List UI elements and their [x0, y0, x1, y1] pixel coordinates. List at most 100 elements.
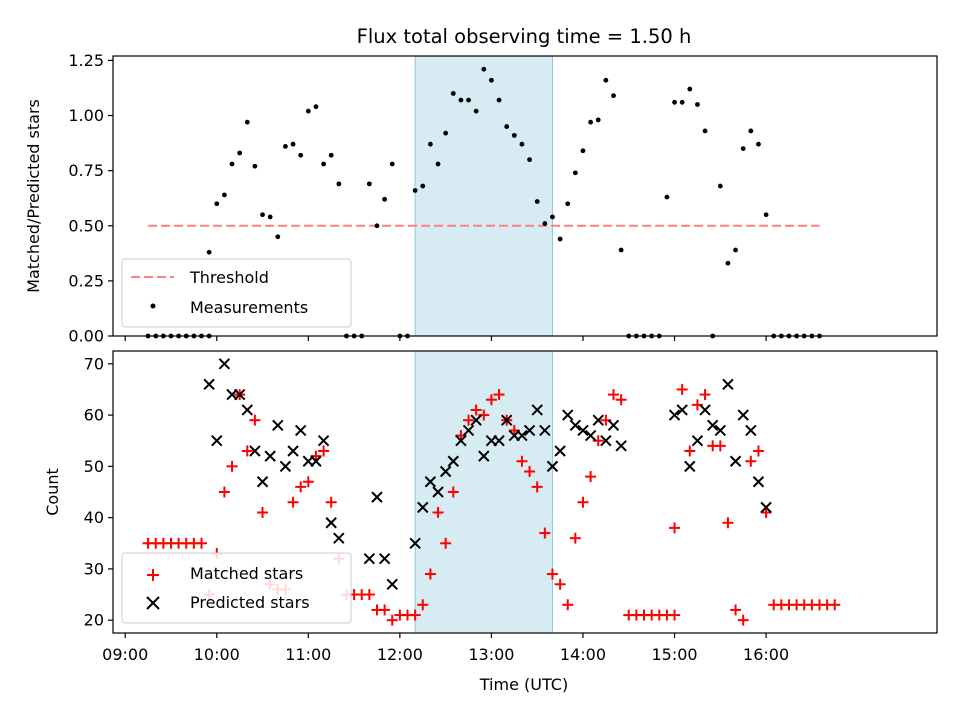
predicted-star-point [607, 419, 620, 432]
predicted-star-point [203, 378, 215, 391]
matched-star-point [379, 604, 391, 616]
measurement-point [298, 152, 304, 158]
bottom-y-axis-label: Count [43, 468, 62, 516]
measurement-point [702, 128, 708, 134]
matched-star-point [257, 507, 269, 519]
predicted-star-point [478, 450, 490, 462]
matched-star-point [196, 537, 208, 549]
predicted-star-point [424, 476, 437, 488]
matched-star-point [562, 599, 574, 611]
predicted-star-point [699, 404, 711, 416]
predicted-stars-points [203, 358, 772, 590]
measurement-point [450, 91, 456, 96]
predicted-star-point [470, 414, 482, 426]
matched-star-point [241, 445, 253, 457]
x-tick-label: 14:00 [560, 645, 606, 664]
x-tick-label: 15:00 [651, 645, 697, 664]
matched-star-point [470, 404, 482, 416]
matched-star-point [226, 460, 238, 472]
chart-title: Flux total observing time = 1.50 h [357, 25, 692, 48]
predicted-star-point [439, 465, 452, 478]
predicted-star-point [592, 414, 604, 426]
predicted-star-point [706, 419, 719, 432]
measurement-point [466, 97, 471, 103]
bottom-y-tick-label: 60 [84, 406, 104, 425]
matched-star-point [325, 496, 337, 508]
legend-measurements-label: Measurements [190, 298, 308, 317]
matched-star-point [714, 440, 726, 452]
matched-star-point [745, 455, 757, 467]
legend-predicted-label: Predicted stars [190, 593, 310, 612]
predicted-star-point [668, 409, 681, 421]
predicted-star-point [317, 435, 330, 447]
measurement-point [244, 119, 250, 125]
matched-star-point [249, 414, 261, 426]
matched-star-point [539, 527, 551, 539]
legend-matched-swatch [147, 569, 159, 581]
matched-star-point [615, 394, 627, 406]
measurement-point [504, 124, 510, 129]
matched-star-point [424, 568, 436, 580]
matched-star-point [287, 496, 299, 508]
measurement-point [221, 192, 227, 198]
top-y-tick-label: 0.25 [68, 271, 104, 290]
predicted-star-point [691, 435, 704, 447]
predicted-star-point [455, 435, 467, 447]
predicted-star-point [272, 419, 284, 432]
matched-star-point [493, 389, 505, 401]
top-legend: Threshold Measurements [121, 258, 352, 328]
measurement-point [695, 102, 700, 107]
matched-star-point [485, 394, 497, 406]
matched-star-point [554, 578, 566, 590]
predicted-star-point [539, 424, 551, 437]
predicted-star-point [684, 460, 696, 473]
legend-matched-label: Matched stars [190, 564, 303, 583]
predicted-star-point [417, 501, 429, 514]
measurement-point [283, 143, 288, 149]
measurement-point [740, 146, 746, 151]
measurement-point [534, 199, 540, 204]
predicted-star-point [722, 378, 734, 391]
measurement-point [748, 128, 754, 134]
bottom-y-axis: 20 30 40 50 60 70 [84, 354, 113, 630]
matched-star-point [669, 522, 681, 534]
measurement-point [756, 141, 761, 147]
top-axes-frame [112, 55, 938, 337]
top-y-tick-label: 0.00 [68, 327, 104, 346]
measurement-point [412, 188, 418, 193]
top-y-tick-label: 1.00 [68, 106, 104, 125]
matched-star-point [363, 589, 375, 601]
predicted-star-point [462, 424, 475, 437]
predicted-star-point [493, 435, 505, 447]
matched-star-point [608, 389, 620, 401]
top-legend-box [121, 258, 352, 328]
predicted-star-point [752, 476, 765, 488]
measurement-point [588, 119, 594, 125]
bottom-y-tick-label: 40 [84, 508, 104, 527]
predicted-star-point [233, 388, 246, 401]
top-y-axis: 0.00 0.25 0.50 0.75 1.00 1.25 [68, 51, 113, 346]
predicted-star-point [371, 491, 383, 503]
matched-star-point [577, 496, 589, 508]
predicted-star-point [516, 429, 528, 442]
bottom-axes-frame [112, 350, 938, 634]
bottom-y-tick-label: 30 [84, 559, 104, 578]
measurement-point [336, 181, 342, 187]
bottom-y-tick-label: 70 [84, 354, 104, 373]
predicted-star-point [562, 409, 574, 421]
x-tick-label: 12:00 [377, 645, 423, 664]
predicted-star-point [218, 358, 231, 370]
bottom-y-tick-label: 50 [84, 457, 104, 476]
bottom-x-axis: 09:00 10:00 11:00 12:00 13:00 14:00 15:00 16:00 [102, 633, 789, 664]
predicted-star-point [294, 424, 307, 437]
measurement-point [214, 201, 220, 207]
bottom-panel: 20 30 40 50 60 70 09:00 10:00 11:00 12:00 13:00 14… [43, 350, 938, 694]
matched-star-point [295, 481, 307, 493]
predicted-star-point [409, 537, 421, 549]
measurement-point [511, 132, 517, 138]
matched-star-point [760, 507, 772, 519]
measurement-point [206, 249, 212, 255]
predicted-star-point [554, 445, 566, 457]
observing-window-span-bottom [414, 350, 553, 634]
matched-star-point [218, 486, 230, 498]
